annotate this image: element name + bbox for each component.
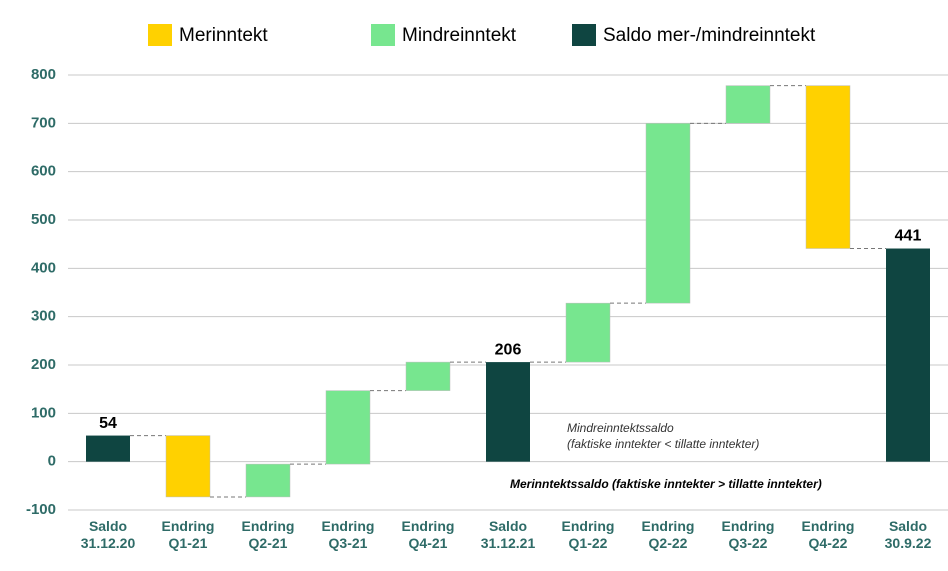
x-tick-label: Saldo 31.12.20 xyxy=(81,518,136,551)
x-tick-label: Endring Q4-21 xyxy=(402,518,455,551)
bar xyxy=(565,302,611,363)
bar xyxy=(486,362,530,462)
data-label: 54 xyxy=(99,415,117,432)
bar xyxy=(645,123,691,304)
legend-label: Mindreinntekt xyxy=(402,25,517,46)
annotation: Mindreinntektssaldo xyxy=(567,421,674,435)
bar xyxy=(805,85,851,249)
legend-label: Saldo mer-/mindreinntekt xyxy=(603,25,816,46)
y-tick-label: 500 xyxy=(31,211,56,228)
grid xyxy=(68,74,948,511)
y-tick-label: 100 xyxy=(31,404,56,421)
x-tick-label: Endring Q2-21 xyxy=(242,518,295,551)
legend-swatch xyxy=(148,24,172,46)
bar xyxy=(405,361,451,391)
x-tick-label: Endring Q1-21 xyxy=(162,518,215,551)
y-tick-label: 700 xyxy=(31,114,56,131)
y-tick-label: 400 xyxy=(31,259,56,276)
y-tick-label: 0 xyxy=(48,453,56,470)
y-tick-label: -100 xyxy=(26,501,56,518)
x-tick-label: Endring Q2-22 xyxy=(642,518,695,551)
bar xyxy=(165,435,211,498)
bar xyxy=(325,390,371,465)
x-tick-label: Endring Q3-22 xyxy=(722,518,775,551)
x-tick-label: Endring Q1-22 xyxy=(562,518,615,551)
y-tick-label: 200 xyxy=(31,356,56,373)
x-tick-label: Saldo 30.9.22 xyxy=(885,518,932,551)
bar xyxy=(245,463,291,498)
y-tick-label: 600 xyxy=(31,163,56,180)
legend-swatch xyxy=(371,24,395,46)
x-tick-label: Saldo 31.12.21 xyxy=(481,518,536,551)
x-tick-label: Endring Q3-21 xyxy=(322,518,375,551)
legend-label: Merinntekt xyxy=(179,25,268,46)
data-label: 441 xyxy=(895,228,922,245)
bar xyxy=(725,85,771,124)
annotation: (faktiske inntekter < tillatte inntekter… xyxy=(567,437,759,451)
legend-swatch xyxy=(572,24,596,46)
y-tick-label: 300 xyxy=(31,308,56,325)
y-tick-label: 800 xyxy=(31,66,56,83)
bar xyxy=(86,435,130,462)
bar xyxy=(886,248,930,462)
x-tick-label: Endring Q4-22 xyxy=(802,518,855,551)
annotation: Merinntektssaldo (faktiske inntekter > t… xyxy=(510,477,822,491)
data-label: 206 xyxy=(495,341,522,358)
